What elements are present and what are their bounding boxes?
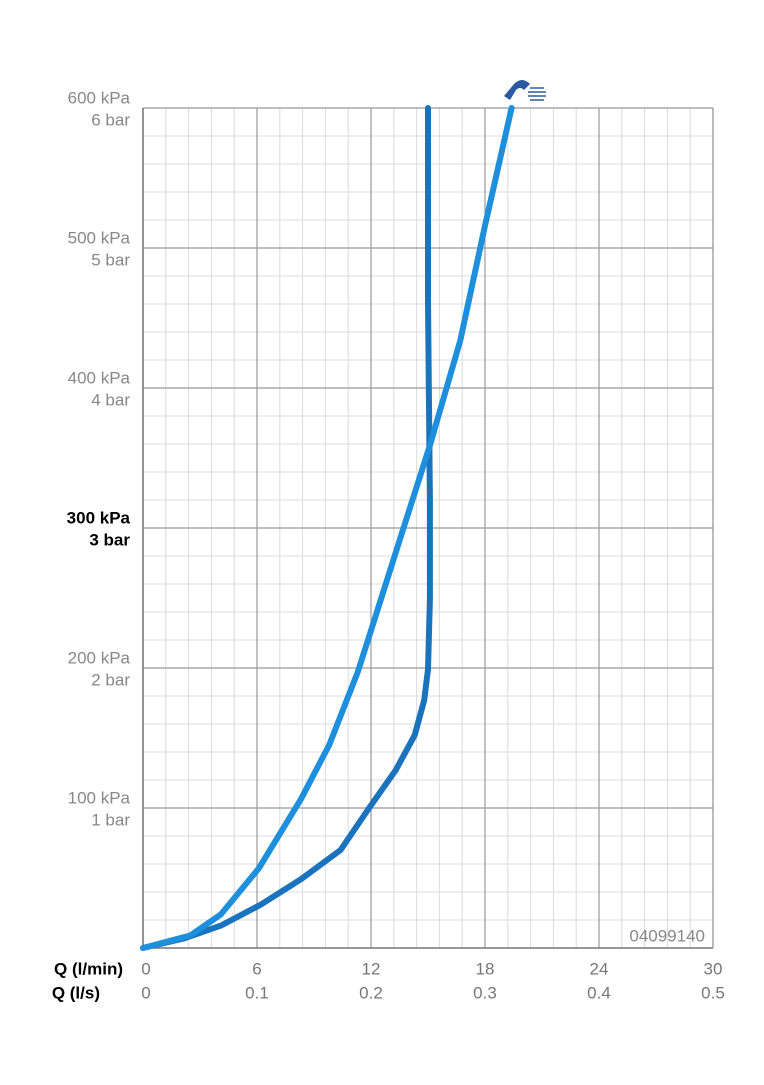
x-tick-label: 30 (704, 959, 723, 978)
shower-icon (504, 80, 546, 101)
x-tick-label: 6 (252, 959, 261, 978)
x2-tick-label: 0.1 (245, 983, 269, 1002)
x-axis-label: Q (l/min) (54, 959, 123, 978)
y-tick-label: 500 kPa (68, 228, 131, 247)
curve (140, 105, 515, 951)
grid (142, 107, 714, 949)
marks (140, 105, 515, 951)
x2-tick-label: 0.2 (359, 983, 383, 1002)
x2-tick-label: 0.5 (701, 983, 725, 1002)
y2-tick-label: 4 bar (91, 390, 130, 409)
y-tick-label: 600 kPa (68, 88, 131, 107)
y2-tick-label: 5 bar (91, 250, 130, 269)
y-tick-label: 200 kPa (68, 648, 131, 667)
x2-tick-label: 0.4 (587, 983, 611, 1002)
x-tick-label: 12 (362, 959, 381, 978)
labels: 0 6 12 18 24 30 0 0.1 0.2 0.3 0.4 0.5 100 kPa 200 kPa… (67, 88, 725, 1002)
x2-axis-label: Q (l/s) (52, 983, 100, 1002)
y-tick-label: 300 kPa (67, 508, 131, 527)
x2-tick-label: 0.3 (473, 983, 497, 1002)
x-tick-label: 0 (141, 959, 150, 978)
icon-spray (528, 87, 546, 101)
x-tick-label: 18 (476, 959, 495, 978)
icon-body (504, 80, 530, 100)
x2-tick-label: 0 (141, 983, 150, 1002)
code-label: 04099140 (629, 926, 705, 945)
y-tick-label: 400 kPa (68, 368, 131, 387)
y-tick-label: 100 kPa (68, 788, 131, 807)
y2-tick-label: 1 bar (91, 810, 130, 829)
y2-tick-label: 2 bar (91, 670, 130, 689)
x-tick-label: 24 (590, 959, 609, 978)
y2-tick-label: 6 bar (91, 110, 130, 129)
y2-tick-label: 3 bar (89, 530, 130, 549)
